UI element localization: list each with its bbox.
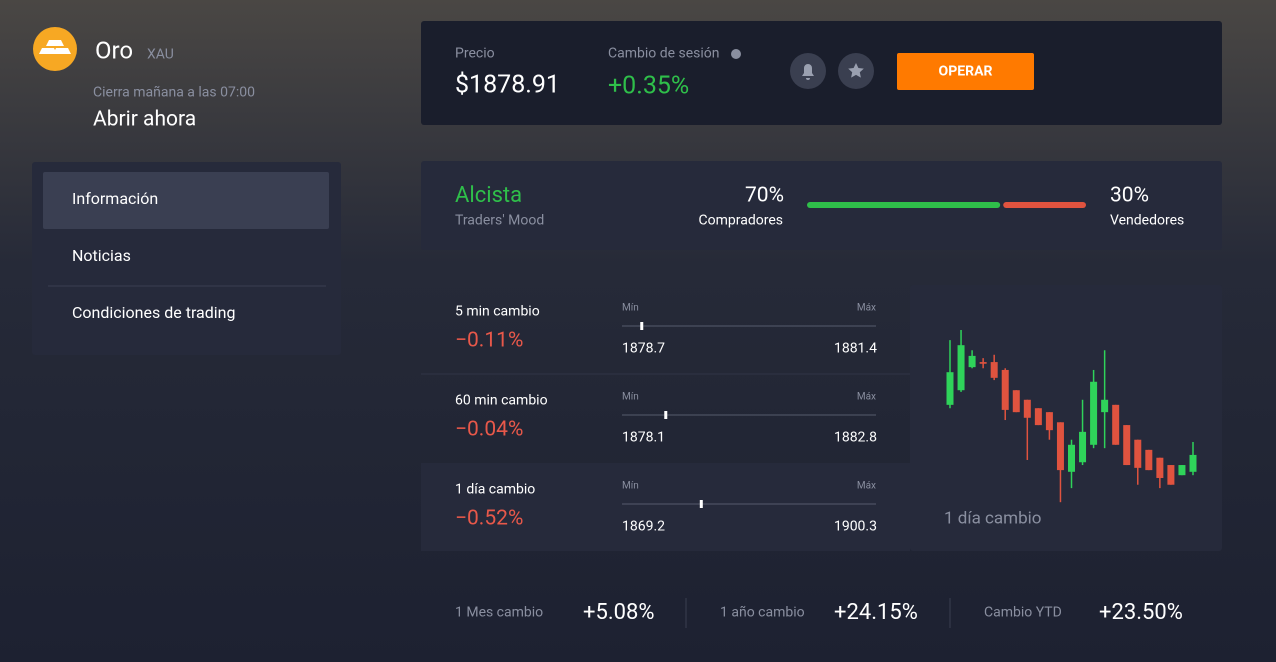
star-icon	[848, 63, 864, 78]
candle-body	[1123, 425, 1131, 466]
candle-caption: 1 día cambio	[944, 508, 1041, 528]
summary-label: Cambio YTD	[984, 605, 1062, 621]
status: Abrir ahora	[93, 108, 196, 132]
min-caption: Mín	[622, 392, 639, 403]
menu-item[interactable]: Noticias	[72, 246, 131, 265]
summary-value: +23.50%	[1099, 600, 1183, 625]
range-max: 1900.3	[834, 519, 877, 535]
range-min: 1878.7	[622, 341, 665, 357]
candle-body	[1189, 454, 1197, 472]
candle-body	[1167, 465, 1175, 485]
range-max: 1881.4	[834, 341, 877, 357]
bell-icon	[802, 64, 814, 80]
range-min: 1878.1	[622, 430, 665, 446]
sellers-label: Vendedores	[1110, 213, 1184, 229]
buyers-bar	[807, 202, 1001, 208]
asset: Oro	[95, 36, 133, 64]
summary-value: +24.15%	[834, 600, 918, 625]
range-max: 1882.8	[834, 430, 877, 446]
candle-body	[1068, 444, 1075, 472]
session-change: +0.35%	[608, 72, 689, 101]
candle-body	[1001, 369, 1009, 410]
buyers-label: Compradores	[699, 213, 783, 229]
candle-body	[1134, 439, 1142, 468]
max-caption: Máx	[857, 303, 876, 314]
candle-body	[946, 372, 954, 405]
trend: Alcista	[455, 183, 522, 208]
ticker: XAU	[147, 47, 174, 63]
min-caption: Mín	[622, 481, 639, 492]
candle-body	[1145, 449, 1153, 471]
logo-bars	[39, 40, 71, 54]
buyers-percent: 70%	[745, 184, 784, 208]
min-caption: Mín	[622, 303, 639, 314]
range-label: 1 día cambio	[455, 482, 535, 498]
candle-body	[968, 355, 976, 368]
summary-label: 1 año cambio	[720, 605, 805, 621]
candle-body	[1079, 431, 1087, 463]
candle-body	[1034, 408, 1042, 426]
price: $1878.91	[455, 71, 560, 100]
trade-button[interactable]	[897, 53, 1034, 90]
change-label: Cambio de sesión	[608, 46, 720, 62]
range-min: 1869.2	[622, 519, 665, 535]
candle-body	[979, 362, 987, 364]
menu-item[interactable]: Información	[72, 189, 158, 208]
candle-body	[957, 345, 965, 391]
candle-body	[1178, 465, 1186, 476]
range-marker	[640, 322, 644, 330]
candle-body	[1090, 381, 1098, 445]
range-marker	[699, 500, 703, 508]
candle-body	[1023, 399, 1031, 418]
range-marker	[664, 411, 668, 419]
summary-label: 1 Mes cambio	[455, 605, 543, 621]
candle-body	[1056, 422, 1064, 471]
max-caption: Máx	[857, 481, 876, 492]
sellers-percent: 30%	[1110, 184, 1149, 208]
row-highlight	[421, 463, 910, 551]
logo	[33, 27, 77, 71]
schedule: Cierra mañana a las 07:00	[93, 85, 255, 101]
range-label: 5 min cambio	[455, 304, 540, 320]
range-change: −0.04%	[455, 418, 523, 442]
candle-body	[1112, 404, 1120, 445]
candle-body	[1156, 457, 1164, 478]
candle-panel	[910, 285, 1222, 551]
help-icon[interactable]	[731, 49, 741, 59]
menu-active[interactable]	[43, 172, 329, 229]
candle-body	[1045, 412, 1053, 431]
summary-value: +5.08%	[583, 600, 655, 625]
sellers-bar	[1003, 202, 1086, 208]
range-change: −0.52%	[455, 507, 523, 531]
menu-item[interactable]: Condiciones de trading	[72, 303, 235, 322]
candle-body	[990, 362, 998, 378]
mood-caption: Traders' Mood	[455, 213, 544, 229]
trade-button-label[interactable]: OPERAR	[939, 64, 993, 80]
range-change: −0.11%	[455, 329, 523, 353]
max-caption: Máx	[857, 392, 876, 403]
range-label: 60 min cambio	[455, 393, 548, 409]
candle-body	[1101, 399, 1109, 413]
candle-body	[1012, 390, 1020, 413]
price-label: Precio	[455, 46, 495, 62]
